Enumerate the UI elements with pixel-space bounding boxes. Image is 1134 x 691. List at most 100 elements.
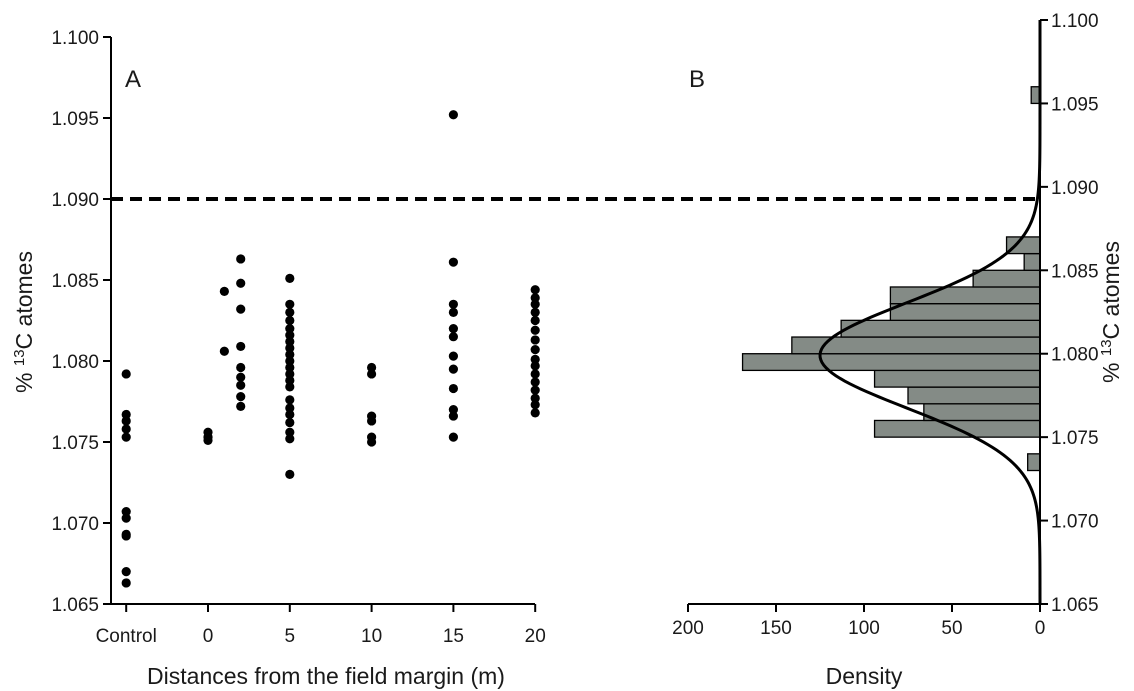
panel-a-y-tick-label: 1.080 (51, 352, 99, 373)
panel-a-y-title-sup: 13 (11, 349, 28, 366)
data-point (121, 513, 131, 523)
data-point (219, 286, 229, 296)
data-point (121, 567, 131, 577)
data-point (530, 299, 540, 309)
data-point (448, 324, 458, 334)
panel-b-histogram-bars (741, 86, 1041, 472)
data-point (285, 336, 295, 347)
data-point (219, 346, 229, 356)
data-point (285, 343, 295, 353)
data-point (236, 372, 246, 382)
panel-a-y-title-suffix: C atomes (11, 251, 37, 349)
panel-b-y-title-suffix: C atomes (1098, 241, 1124, 339)
histogram-bar (873, 369, 1041, 388)
data-point (448, 110, 458, 120)
data-point (530, 325, 540, 335)
data-point (121, 424, 131, 434)
panel-a-y-tick-label: 1.075 (51, 433, 99, 454)
histogram-bar (741, 353, 1041, 372)
data-point (285, 369, 295, 379)
panel-a-x-tick-label: 5 (285, 626, 296, 647)
data-point (530, 408, 540, 418)
data-point (203, 435, 213, 445)
data-point (448, 432, 458, 442)
panel-a-x-axis-title: Distances from the field margin (m) (147, 663, 505, 689)
data-point (121, 416, 131, 426)
data-point (236, 401, 246, 411)
data-point (530, 361, 540, 371)
data-point (285, 382, 295, 392)
panel-a-x-tick-label: 0 (203, 626, 214, 647)
data-point (285, 315, 295, 326)
data-point (530, 315, 540, 326)
data-point (448, 364, 458, 374)
data-point (530, 307, 540, 317)
panel-a-y-axis-title: % 13C atomes (11, 251, 38, 393)
data-point (285, 434, 295, 444)
data-point (448, 307, 458, 317)
panel-a-y-ticks: 1.065 1.070 1.075 1.080 1.085 1.090 1.095 1.100 (51, 28, 111, 616)
panel-b-y-tick-label: 1.095 (1051, 94, 1099, 115)
data-point (285, 356, 295, 366)
data-point (121, 578, 131, 588)
panel-a-y-tick-label: 1.065 (51, 595, 99, 616)
data-point (448, 257, 458, 267)
panel-a-x-tick-label: 10 (361, 626, 382, 647)
panel-b-y-axis-title: % 13C atomes (1098, 241, 1125, 383)
histogram-bar (889, 303, 1041, 321)
panel-b-x-tick-label: 150 (760, 618, 792, 639)
data-point (530, 285, 540, 295)
data-point (530, 393, 540, 403)
data-point (236, 341, 246, 352)
data-point (121, 507, 131, 517)
panel-b-y-title-sup: 13 (1098, 339, 1115, 356)
histogram-bar (972, 269, 1041, 288)
panel-b-x-tick-label: 50 (941, 618, 962, 639)
panel-b-y-ticks: 1.065 1.070 1.075 1.080 1.085 1.090 1.095 1.100 (1040, 11, 1099, 616)
histogram-bar (907, 386, 1041, 405)
data-point (530, 377, 540, 387)
data-point (367, 362, 377, 373)
data-point (285, 299, 295, 309)
data-point (530, 293, 540, 303)
data-point (285, 362, 295, 373)
data-point (285, 375, 295, 386)
data-point (367, 416, 377, 426)
panel-a: 1.065 1.070 1.075 1.080 1.085 1.090 1.095 1.100… (11, 28, 546, 689)
panel-a-y-tick-label: 1.090 (51, 190, 99, 211)
panel-a-x-ticks: Control 0 5 10 15 20 (96, 604, 546, 647)
panel-b-y-tick-label: 1.070 (1051, 512, 1099, 533)
data-point (285, 409, 295, 420)
data-point (530, 369, 540, 379)
panel-a-x-tick-label: Control (96, 626, 157, 647)
data-point (285, 427, 295, 437)
data-point (367, 369, 377, 379)
panel-a-x-tick-label: 15 (443, 626, 464, 647)
panel-b-x-tick-label: 100 (848, 618, 880, 639)
data-point (121, 531, 131, 541)
data-point (448, 299, 458, 309)
panel-a-y-tick-label: 1.095 (51, 109, 99, 130)
data-point (285, 273, 295, 283)
panel-a-y-tick-label: 1.100 (51, 28, 99, 49)
data-point (285, 417, 295, 428)
panel-a-points (121, 110, 540, 588)
data-point (530, 335, 540, 345)
panel-b-label: B (689, 66, 705, 93)
data-point (448, 383, 458, 394)
data-point (530, 345, 540, 355)
panel-b-x-ticks: 200 150 100 50 0 (672, 604, 1045, 639)
panel-b-y-tick-label: 1.080 (1051, 345, 1099, 366)
panel-a-label: A (125, 66, 141, 93)
histogram-bar (1027, 453, 1041, 472)
data-point (285, 403, 295, 413)
data-point (121, 432, 131, 442)
data-point (236, 380, 246, 390)
panel-b-y-tick-label: 1.100 (1051, 11, 1099, 32)
data-point (121, 409, 131, 420)
data-point (285, 307, 295, 317)
panel-a-y-tick-label: 1.070 (51, 514, 99, 535)
histogram-bar (923, 403, 1041, 422)
data-point (285, 469, 295, 479)
